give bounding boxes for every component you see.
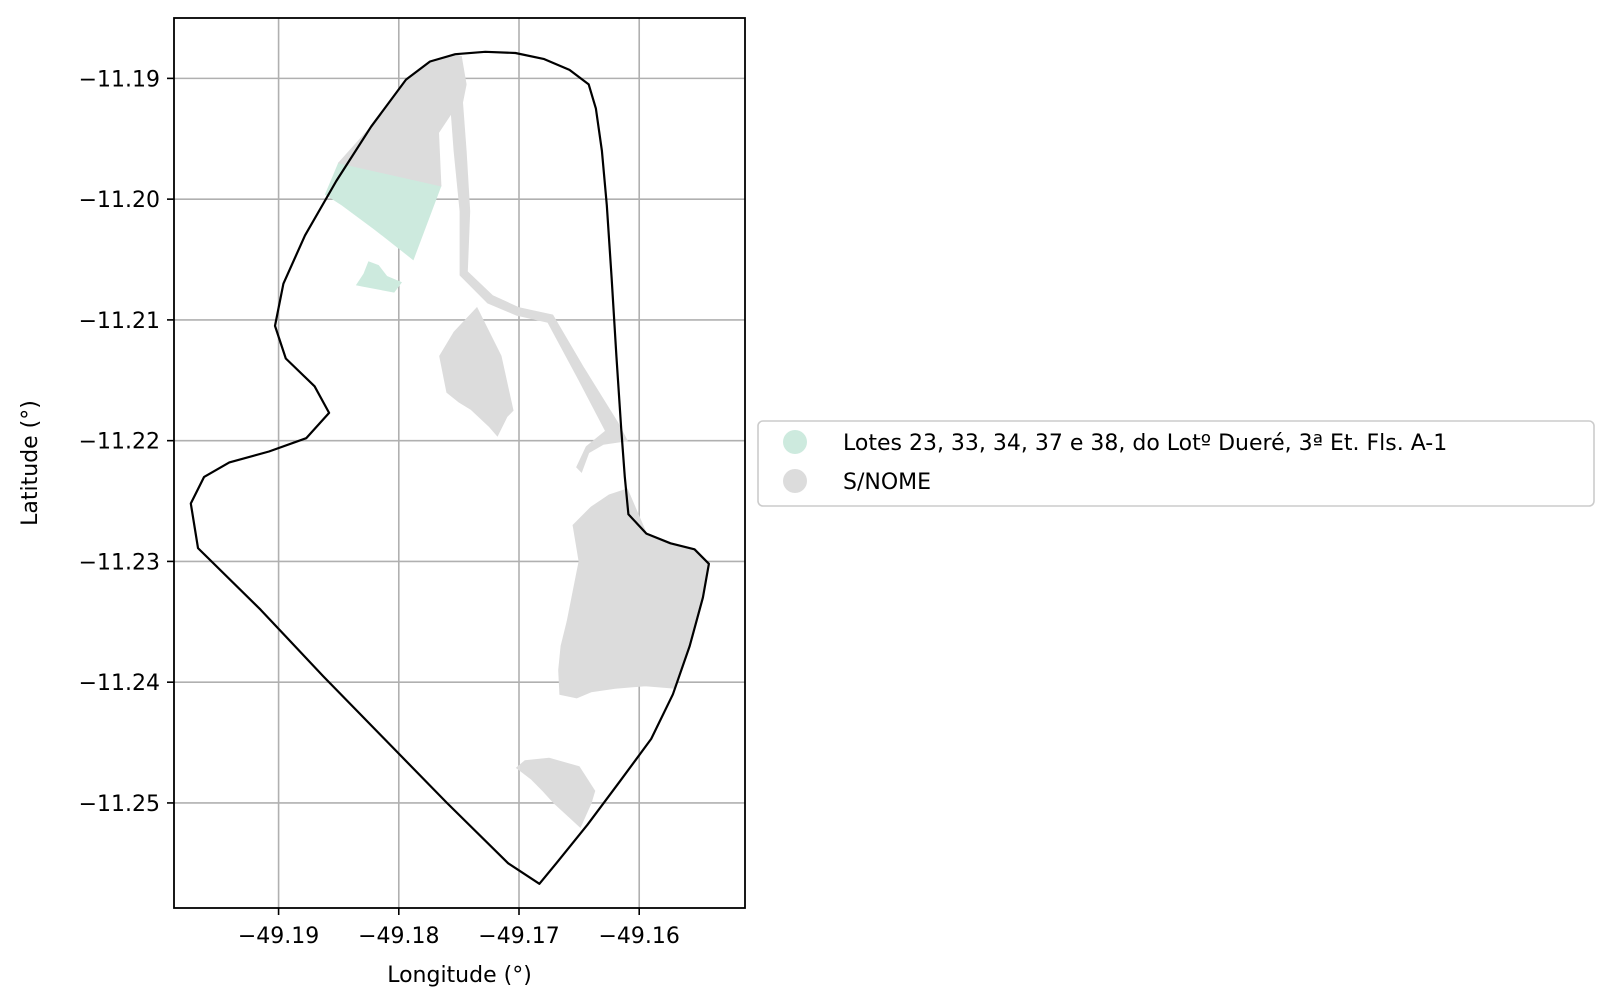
y-tick-label-4: −11.23 <box>79 550 160 575</box>
y-tick-label-0: −11.19 <box>79 67 160 92</box>
y-axis-title: Latitude (°) <box>18 400 43 526</box>
x-tick-label-0: −49.19 <box>238 924 319 949</box>
regions-layer <box>324 53 710 828</box>
x-tick-label-3: −49.16 <box>599 924 680 949</box>
y-tick-label-6: −11.25 <box>79 792 160 817</box>
x-tick-label-2: −49.17 <box>478 924 559 949</box>
region-lotes-polygon-1 <box>355 261 402 293</box>
x-axis-ticks: −49.19 −49.18 −49.17 −49.16 <box>238 908 680 949</box>
y-tick-label-3: −11.22 <box>79 430 160 455</box>
region-s-nome-polygon-1 <box>446 56 628 474</box>
boundary-layer <box>189 50 710 885</box>
legend-marker-lotes <box>783 430 807 454</box>
study-area-boundary <box>189 50 710 885</box>
legend-label-s-nome: S/NOME <box>843 470 931 495</box>
axes-frame <box>173 17 746 909</box>
legend-marker-s-nome <box>783 469 807 493</box>
region-s-nome-polygon-4 <box>515 757 596 828</box>
region-s-nome-polygon-2 <box>439 306 514 437</box>
y-tick-label-1: −11.20 <box>79 188 160 213</box>
y-axis-ticks: −11.19 −11.20 −11.21 −11.22 −11.23 −11.24 −11.… <box>79 67 174 817</box>
legend-label-lotes: Lotes 23, 33, 34, 37 e 38, do Lotº Dueré… <box>843 431 1447 456</box>
legend-frame <box>757 420 1595 507</box>
legend: Lotes 23, 33, 34, 37 e 38, do Lotº Dueré… <box>757 420 1595 507</box>
x-axis-title: Longitude (°) <box>387 963 532 988</box>
y-tick-label-5: −11.24 <box>79 671 160 696</box>
x-tick-label-1: −49.18 <box>358 924 439 949</box>
y-tick-label-2: −11.21 <box>79 309 160 334</box>
